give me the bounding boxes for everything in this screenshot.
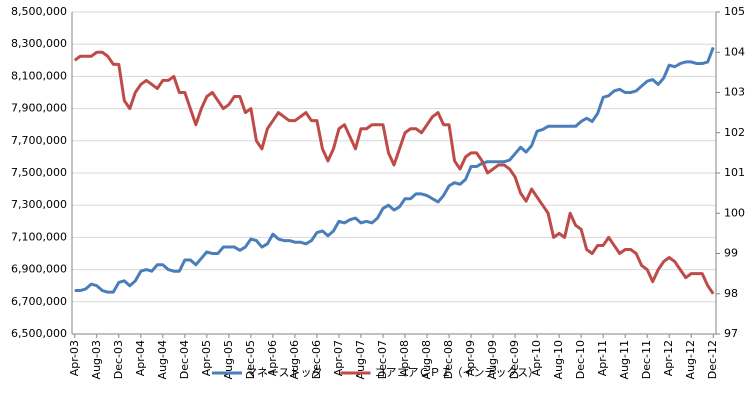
x-tick-label: Apr-04 [134,340,147,376]
y2-tick-label: 104 [724,45,745,58]
legend-label: コアコアＣＰＩ（インデックス） [374,365,539,379]
x-tick-label: Dec-12 [706,340,719,379]
x-tick-label: Aug-11 [618,340,631,379]
x-tick-label: Apr-12 [662,340,675,376]
y-tick-label: 7,100,000 [11,230,67,243]
x-tick-label: Aug-03 [90,340,103,379]
x-tick-label: Dec-03 [112,340,125,379]
legend-label: マネーストック [246,366,322,379]
y-tick-label: 8,100,000 [11,69,67,82]
x-tick-label: Apr-05 [200,340,213,376]
x-tick-label: Apr-03 [68,340,81,376]
x-tick-label: Apr-07 [332,340,345,376]
y-tick-label: 8,300,000 [11,37,67,50]
line-series [73,50,715,295]
x-tick-label: Aug-04 [156,340,169,379]
x-tick-label: Apr-08 [398,340,411,376]
x-tick-label: Aug-06 [288,340,301,379]
x-tick-label: Apr-10 [530,340,543,376]
x-tick-label: Dec-11 [640,340,653,379]
y2-tick-label: 102 [724,126,745,139]
y-tick-label: 6,700,000 [11,295,67,308]
y-tick-label: 6,500,000 [11,327,67,340]
y-tick-label: 8,500,000 [11,5,67,18]
y-tick-label: 7,300,000 [11,198,67,211]
x-tick-label: Aug-12 [684,340,697,379]
x-tick-label: Dec-05 [244,340,257,379]
y2-tick-label: 98 [724,287,738,300]
x-tick-label: Aug-08 [420,340,433,379]
y-tick-label: 7,700,000 [11,134,67,147]
y2-tick-label: 105 [724,5,745,18]
x-tick-label: Aug-07 [354,340,367,379]
x-tick-label: Dec-09 [508,340,521,379]
y2-tick-label: 97 [724,327,738,340]
y2-tick-label: 101 [724,166,745,179]
x-tick-label: Apr-11 [596,340,609,376]
x-tick-label: Aug-09 [486,340,499,379]
x-tick-label: Dec-04 [178,340,191,379]
x-tick-label: Dec-10 [574,340,587,379]
x-tick-label: Aug-05 [222,340,235,379]
x-tick-label: Apr-09 [464,340,477,376]
y-tick-label: 7,900,000 [11,102,67,115]
y2-tick-label: 103 [724,86,745,99]
x-tick-label: Apr-06 [266,340,279,376]
y2-tick-label: 100 [724,206,745,219]
x-tick-label: Dec-06 [310,340,323,379]
x-tick-label: Dec-07 [376,340,389,379]
y-tick-label: 7,500,000 [11,166,67,179]
y-tick-label: 6,900,000 [11,263,67,276]
y2-tick-label: 99 [724,247,738,260]
x-tick-label: Dec-08 [442,340,455,379]
x-tick-label: Aug-10 [552,340,565,379]
line-series [74,46,715,294]
